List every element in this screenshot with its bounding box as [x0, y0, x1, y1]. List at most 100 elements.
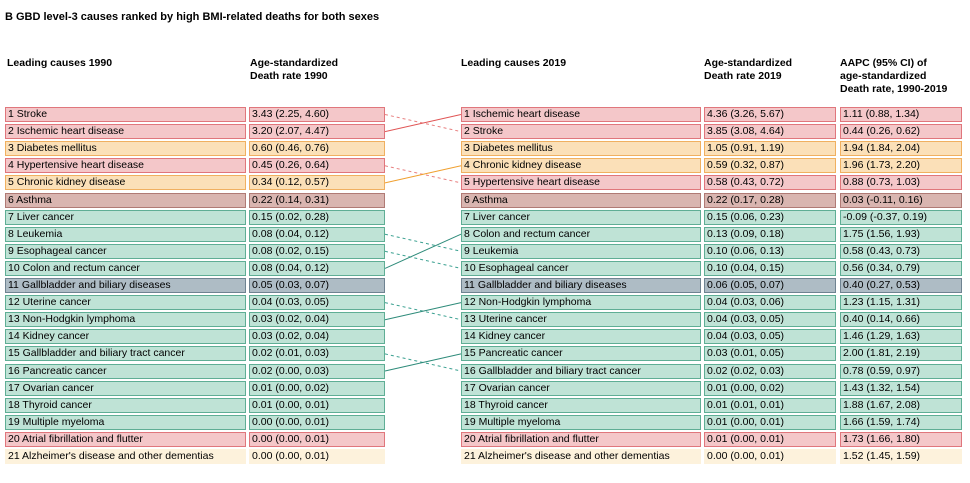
aapc-value: 1.43 (1.32, 1.54) — [840, 380, 962, 396]
aapc-value: 1.94 (1.84, 2.04) — [840, 141, 962, 157]
cause-1990-label: 19 Multiple myeloma — [5, 414, 246, 430]
death-rate-1990: 3.43 (2.25, 4.60) — [249, 107, 385, 122]
cause-2019-label: 9 Leukemia — [461, 243, 701, 259]
death-rate-1990: 0.03 (0.02, 0.04) — [249, 329, 385, 345]
death-rate-2019: 0.02 (0.02, 0.03) — [704, 363, 836, 379]
rank-link-10-to-8 — [384, 233, 462, 269]
aapc-value: 0.56 (0.34, 0.79) — [840, 260, 962, 276]
cause-2019-label: 13 Uterine cancer — [461, 312, 701, 328]
death-rate-1990: 0.00 (0.00, 0.01) — [249, 431, 385, 447]
cause-2019-label: 20 Atrial fibrillation and flutter — [461, 431, 701, 447]
death-rate-1990: 0.02 (0.00, 0.03) — [249, 363, 385, 379]
death-rate-1990: 0.22 (0.14, 0.31) — [249, 192, 385, 208]
aapc-value: 2.00 (1.81, 2.19) — [840, 346, 962, 362]
cause-1990-label: 6 Asthma — [5, 192, 246, 208]
cause-2019-label: 11 Gallbladder and biliary diseases — [461, 278, 701, 293]
aapc-value: 0.40 (0.27, 0.53) — [840, 278, 962, 293]
rank-link-2-to-1 — [384, 114, 462, 133]
header-aapc: AAPC (95% CI) of age-standardized Death … — [840, 57, 948, 95]
death-rate-2019: 0.01 (0.00, 0.01) — [704, 414, 836, 430]
rank-link-5-to-4 — [384, 165, 462, 184]
cause-1990-label: 15 Gallbladder and biliary tract cancer — [5, 346, 246, 362]
cause-2019-label: 7 Liver cancer — [461, 209, 701, 225]
cause-2019-label: 15 Pancreatic cancer — [461, 346, 701, 362]
death-rate-2019: 0.59 (0.32, 0.87) — [704, 158, 836, 174]
cause-2019-label: 1 Ischemic heart disease — [461, 107, 701, 122]
cause-2019-label: 2 Stroke — [461, 124, 701, 140]
aapc-value: 0.44 (0.26, 0.62) — [840, 124, 962, 140]
rank-link-16-to-15 — [384, 353, 462, 372]
cause-2019-label: 17 Ovarian cancer — [461, 380, 701, 396]
death-rate-2019: 0.01 (0.00, 0.02) — [704, 380, 836, 396]
death-rate-1990: 3.20 (2.07, 4.47) — [249, 124, 385, 140]
cause-2019-label: 3 Diabetes mellitus — [461, 141, 701, 157]
cause-1990-label: 3 Diabetes mellitus — [5, 141, 246, 157]
header-death-rate-2019: Age-standardized Death rate 2019 — [704, 57, 793, 82]
cause-2019-label: 6 Asthma — [461, 192, 701, 208]
cause-2019-label: 8 Colon and rectum cancer — [461, 226, 701, 242]
cause-1990-label: 11 Gallbladder and biliary diseases — [5, 278, 246, 293]
cause-1990-label: 2 Ischemic heart disease — [5, 124, 246, 140]
cause-2019-label: 10 Esophageal cancer — [461, 260, 701, 276]
death-rate-1990: 0.15 (0.02, 0.28) — [249, 209, 385, 225]
death-rate-1990: 0.02 (0.01, 0.03) — [249, 346, 385, 362]
death-rate-2019: 4.36 (3.26, 5.67) — [704, 107, 836, 122]
cause-1990-label: 9 Esophageal cancer — [5, 243, 246, 259]
death-rate-1990: 0.01 (0.00, 0.02) — [249, 380, 385, 396]
aapc-value: -0.09 (-0.37, 0.19) — [840, 209, 962, 225]
death-rate-1990: 0.08 (0.04, 0.12) — [249, 260, 385, 276]
cause-2019-label: 19 Multiple myeloma — [461, 414, 701, 430]
rank-link-9-to-10 — [384, 250, 462, 269]
death-rate-1990: 0.04 (0.03, 0.05) — [249, 295, 385, 311]
cause-1990-label: 1 Stroke — [5, 107, 246, 122]
death-rate-1990: 0.08 (0.02, 0.15) — [249, 243, 385, 259]
aapc-value: 0.88 (0.73, 1.03) — [840, 175, 962, 191]
aapc-value: 1.52 (1.45, 1.59) — [840, 449, 962, 464]
aapc-value: 0.40 (0.14, 0.66) — [840, 312, 962, 328]
death-rate-2019: 0.06 (0.05, 0.07) — [704, 278, 836, 293]
death-rate-1990: 0.00 (0.00, 0.01) — [249, 449, 385, 464]
death-rate-2019: 3.85 (3.08, 4.64) — [704, 124, 836, 140]
cause-2019-label: 16 Gallbladder and biliary tract cancer — [461, 363, 701, 379]
death-rate-2019: 0.15 (0.06, 0.23) — [704, 209, 836, 225]
chart-title: B GBD level-3 causes ranked by high BMI-… — [5, 11, 380, 23]
rank-link-13-to-12 — [384, 302, 462, 321]
aapc-value: 1.23 (1.15, 1.31) — [840, 295, 962, 311]
death-rate-2019: 0.01 (0.00, 0.01) — [704, 431, 836, 447]
cause-2019-label: 18 Thyroid cancer — [461, 397, 701, 413]
cause-1990-label: 10 Colon and rectum cancer — [5, 260, 246, 276]
header-leading-causes-1990: Leading causes 1990 — [7, 57, 113, 69]
aapc-value: 0.58 (0.43, 0.73) — [840, 243, 962, 259]
header-leading-causes-2019: Leading causes 2019 — [461, 57, 567, 69]
cause-2019-label: 14 Kidney cancer — [461, 329, 701, 345]
death-rate-1990: 0.45 (0.26, 0.64) — [249, 158, 385, 174]
cause-1990-label: 4 Hypertensive heart disease — [5, 158, 246, 174]
death-rate-1990: 0.00 (0.00, 0.01) — [249, 414, 385, 430]
death-rate-2019: 0.22 (0.17, 0.28) — [704, 192, 836, 208]
aapc-value: 1.75 (1.56, 1.93) — [840, 226, 962, 242]
death-rate-1990: 0.08 (0.04, 0.12) — [249, 226, 385, 242]
death-rate-2019: 0.00 (0.00, 0.01) — [704, 449, 836, 464]
aapc-value: 1.73 (1.66, 1.80) — [840, 431, 962, 447]
aapc-value: 1.46 (1.29, 1.63) — [840, 329, 962, 345]
death-rate-1990: 0.01 (0.00, 0.01) — [249, 397, 385, 413]
death-rate-2019: 0.10 (0.06, 0.13) — [704, 243, 836, 259]
cause-1990-label: 16 Pancreatic cancer — [5, 363, 246, 379]
aapc-value: 0.03 (-0.11, 0.16) — [840, 192, 962, 208]
cause-2019-label: 4 Chronic kidney disease — [461, 158, 701, 174]
aapc-value: 0.78 (0.59, 0.97) — [840, 363, 962, 379]
aapc-value: 1.88 (1.67, 2.08) — [840, 397, 962, 413]
aapc-value: 1.66 (1.59, 1.74) — [840, 414, 962, 430]
rank-link-8-to-9 — [384, 233, 462, 252]
cause-2019-label: 12 Non-Hodgkin lymphoma — [461, 295, 701, 311]
death-rate-1990: 0.34 (0.12, 0.57) — [249, 175, 385, 191]
cause-2019-label: 5 Hypertensive heart disease — [461, 175, 701, 191]
aapc-value: 1.11 (0.88, 1.34) — [840, 107, 962, 122]
cause-1990-label: 5 Chronic kidney disease — [5, 175, 246, 191]
cause-1990-label: 17 Ovarian cancer — [5, 380, 246, 396]
death-rate-2019: 1.05 (0.91, 1.19) — [704, 141, 836, 157]
death-rate-2019: 0.58 (0.43, 0.72) — [704, 175, 836, 191]
cause-1990-label: 21 Alzheimer's disease and other dementi… — [5, 449, 246, 464]
cause-2019-label: 21 Alzheimer's disease and other dementi… — [461, 449, 701, 464]
